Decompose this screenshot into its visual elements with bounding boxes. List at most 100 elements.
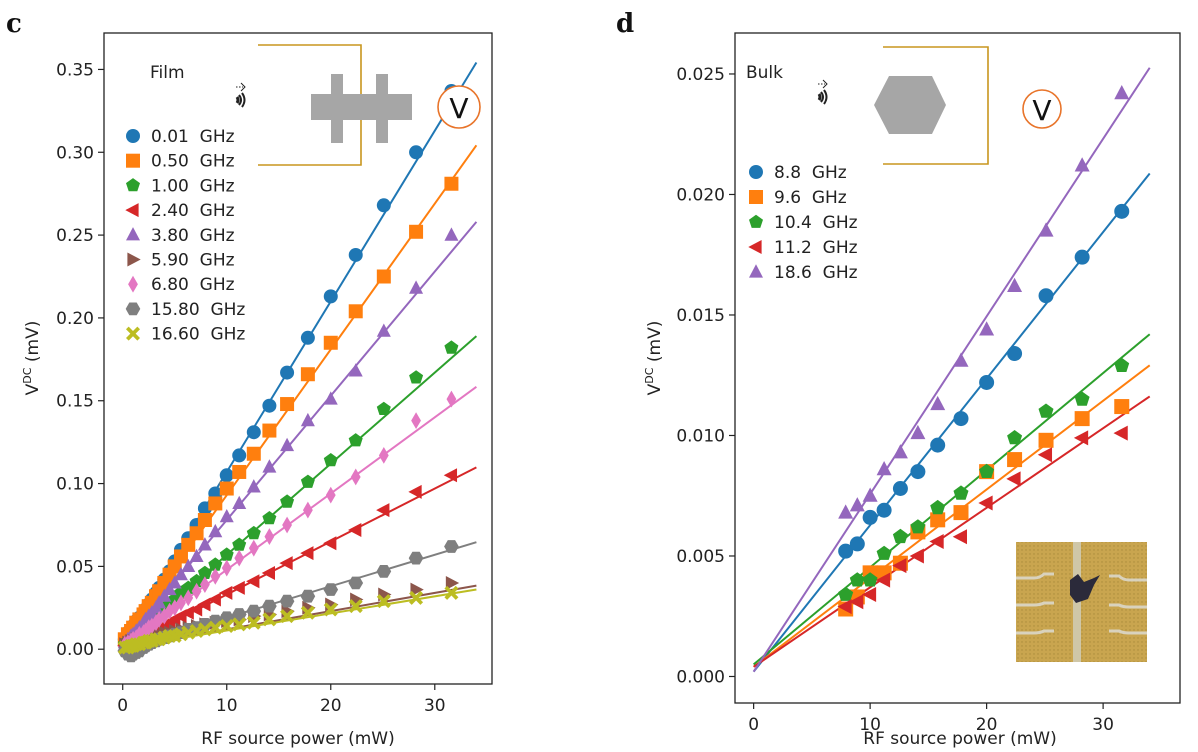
data-point <box>849 594 864 610</box>
y-axis-title-text: VDC (mV) <box>643 321 665 396</box>
data-point <box>300 367 315 382</box>
data-point <box>409 370 424 384</box>
data-point <box>197 537 212 551</box>
device-photo-inset <box>1016 542 1147 662</box>
x-tick-label: 20 <box>320 696 342 716</box>
data-point <box>219 547 234 561</box>
legend-label-7: 15.80 GHz <box>151 300 245 320</box>
data-point <box>188 602 203 617</box>
voltmeter-label: V <box>449 92 468 125</box>
data-point <box>350 468 361 486</box>
data-point <box>167 575 182 589</box>
data-point <box>444 227 459 241</box>
data-point <box>1114 85 1130 100</box>
data-point <box>280 609 295 624</box>
sample-label-bulk: Bulk <box>746 63 783 83</box>
data-point <box>376 323 391 337</box>
data-point <box>1038 288 1054 304</box>
x-tick-label: 0 <box>748 715 759 735</box>
data-point <box>279 594 295 608</box>
axis-ticks: 0 10 20 30 0.00 0.05 0.10 0.15 0.20 0.25 0.30 0.35 <box>56 60 445 716</box>
y-tick-label: 0.20 <box>56 309 94 329</box>
data-point <box>348 599 363 614</box>
x-tick-label: 30 <box>1092 715 1114 735</box>
data-point <box>892 528 908 544</box>
data-point <box>300 589 316 603</box>
data-point <box>246 615 261 630</box>
data-point <box>246 604 262 618</box>
data-point <box>246 574 260 589</box>
data-point <box>1113 425 1128 441</box>
legend-label-4: 18.6 GHz <box>774 263 858 283</box>
data-point <box>876 460 892 476</box>
data-point <box>219 585 233 600</box>
data-point <box>231 608 247 621</box>
legend-label-2: 10.4 GHz <box>774 213 858 233</box>
data-point <box>323 602 338 617</box>
data-point <box>876 502 892 518</box>
data-point <box>953 505 969 521</box>
film-bar <box>311 94 412 120</box>
data-point <box>300 546 314 561</box>
data-point <box>208 557 223 571</box>
data-point <box>348 247 363 262</box>
data-point <box>376 198 391 213</box>
data-point <box>173 566 188 581</box>
data-point <box>191 582 202 600</box>
legend-label-8: 16.60 GHz <box>151 325 245 345</box>
data-point <box>197 597 211 612</box>
data-point <box>300 412 315 427</box>
data-point <box>300 474 315 488</box>
photo-flake <box>1070 574 1100 603</box>
data-point <box>246 425 261 440</box>
legend-marker-4 <box>126 227 140 241</box>
legend-marker-1 <box>126 153 140 168</box>
data-point <box>348 304 363 319</box>
data-point <box>376 565 392 578</box>
x-axis-title: RF source power (mW) <box>863 729 1056 749</box>
data-point <box>208 496 223 511</box>
data-point <box>861 587 877 603</box>
data-point <box>979 374 995 390</box>
sample-label-film: Film <box>150 63 185 83</box>
panel-d-label: d <box>616 9 634 39</box>
data-point <box>248 539 259 557</box>
data-point <box>409 280 424 294</box>
data-point <box>232 464 247 479</box>
y-tick-label: 0.005 <box>676 547 725 567</box>
data-point <box>444 540 459 553</box>
legend-marker-2 <box>126 178 140 192</box>
data-point <box>189 548 204 563</box>
data-point <box>1007 452 1023 468</box>
y-tick-label: 0.010 <box>676 426 725 446</box>
data-point <box>910 424 926 440</box>
data-point <box>910 464 926 480</box>
y-tick-label: 0.000 <box>676 667 725 687</box>
data-point <box>232 537 247 551</box>
y-axis-title: VDC (mV) <box>643 321 665 396</box>
data-point <box>849 536 865 552</box>
legend-label-4: 3.80 GHz <box>151 226 235 246</box>
data-point <box>197 513 212 528</box>
data-point <box>323 453 338 467</box>
data-point <box>444 176 459 191</box>
y-label-sup: DC <box>643 367 656 383</box>
data-point <box>930 395 946 411</box>
data-point <box>246 525 261 540</box>
data-point <box>325 486 336 504</box>
film-contact-2 <box>376 74 388 143</box>
data-point <box>979 321 995 336</box>
data-point <box>210 567 221 585</box>
legend-label-2: 1.00 GHz <box>151 176 235 196</box>
data-point <box>348 363 363 377</box>
data-point <box>219 481 234 496</box>
data-point <box>232 617 247 632</box>
y-label-unit: (mV) <box>645 321 665 362</box>
data-point <box>929 534 944 550</box>
legend-label-6: 6.80 GHz <box>151 275 235 295</box>
data-point <box>862 487 878 502</box>
data-point <box>231 580 245 595</box>
panel-d-bulk: d 0 10 20 300.0000.0050.0100.0150.0200.025 … <box>616 9 1181 749</box>
voltmeter-icon <box>1022 89 1062 129</box>
data-point <box>323 335 338 350</box>
